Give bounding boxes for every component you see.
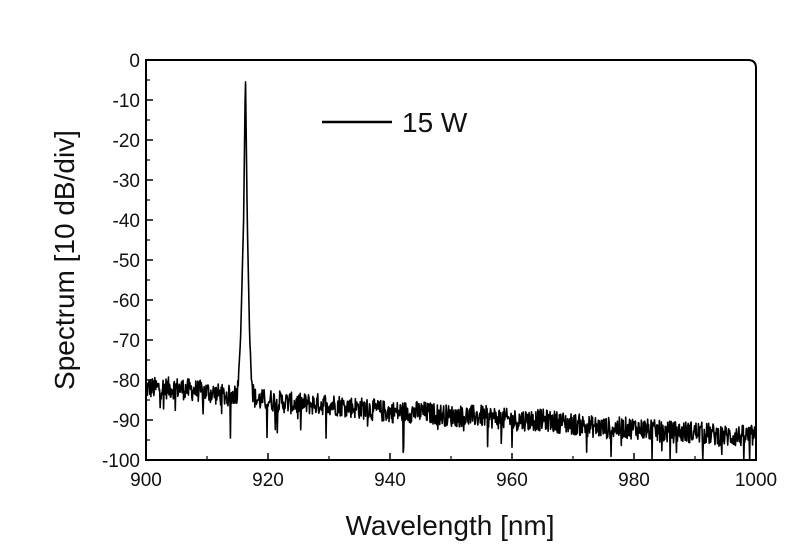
series-line-0 [145, 81, 757, 461]
y-axis-title: Spectrum [10 dB/div] [49, 130, 80, 390]
y-tick-label: -60 [113, 291, 140, 312]
x-axis-title: Wavelength [nm] [345, 510, 554, 541]
plot-border [145, 59, 757, 461]
series-layer [145, 81, 757, 461]
x-tick-label: 920 [252, 470, 284, 491]
y-tick-label: -80 [113, 371, 140, 392]
x-tick-label: 900 [130, 470, 162, 491]
y-axis-ticks: 0 -10 -20 -30 -40 -50 -60 -70 -80 -90 -100 [102, 51, 153, 472]
x-tick-label: 980 [618, 470, 650, 491]
y-tick-label: -90 [113, 411, 140, 432]
y-tick-label: -100 [102, 451, 140, 472]
x-tick-label: 960 [496, 470, 528, 491]
x-tick-label: 1000 [735, 470, 777, 491]
y-tick-label: -50 [113, 251, 140, 272]
plot-frame [145, 59, 757, 461]
y-tick-label: -20 [113, 131, 140, 152]
y-tick-label: -10 [113, 91, 140, 112]
y-tick-label: -30 [113, 171, 140, 192]
y-tick-label: 0 [129, 51, 140, 72]
legend: 15 W [322, 107, 468, 138]
x-axis-ticks: 900 920 940 960 980 1000 [130, 453, 777, 491]
y-tick-label: -70 [113, 331, 140, 352]
y-tick-label: -40 [113, 211, 140, 232]
legend-label-15w: 15 W [402, 107, 468, 138]
x-tick-label: 940 [374, 470, 406, 491]
